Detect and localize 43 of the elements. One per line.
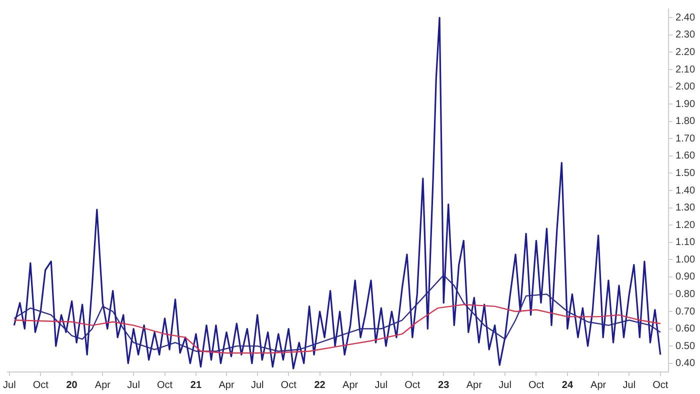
x-tick-label: Jul (374, 380, 388, 391)
x-tick-label: Oct (404, 380, 420, 391)
x-tick-label: Oct (652, 380, 668, 391)
y-tick-label: 1.40 (676, 185, 696, 196)
y-tick-label: 1.20 (676, 220, 696, 231)
x-tick-label: 23 (438, 380, 450, 391)
y-tick-label: 2.00 (676, 82, 696, 93)
x-tick-label: Apr (342, 380, 359, 391)
y-tick-label: 1.30 (676, 202, 696, 214)
y-tick-label: 1.10 (676, 237, 696, 248)
y-tick-label: 0.40 (676, 358, 696, 370)
y-tick-label: 1.70 (676, 133, 696, 144)
x-tick-label: Oct (280, 380, 297, 391)
y-tick-label: 2.20 (676, 46, 696, 58)
y-tick-label: 1.60 (676, 150, 696, 162)
y-tick-label: 1.00 (676, 254, 696, 266)
x-tick-label: Apr (590, 380, 607, 391)
x-tick-label: 20 (66, 380, 78, 391)
y-tick-label: 1.80 (676, 116, 696, 128)
y-tick-label: 0.60 (676, 324, 696, 335)
x-tick-label: Apr (218, 380, 235, 391)
x-tick-label: Jul (127, 380, 140, 391)
x-tick-label: 24 (562, 380, 574, 391)
y-tick-label: 2.10 (676, 64, 696, 76)
y-tick-label: 0.90 (676, 272, 696, 283)
x-tick-label: Jul (622, 380, 636, 391)
x-tick-label: Jul (498, 380, 512, 391)
y-tick-label: 2.40 (676, 12, 696, 24)
x-tick-label: Apr (466, 380, 483, 391)
x-tick-label: Apr (94, 380, 112, 391)
y-tick-label: 0.70 (676, 306, 696, 318)
x-tick-label: Oct (156, 380, 173, 391)
x-tick-label: 22 (314, 380, 326, 391)
y-tick-label: 1.50 (676, 168, 696, 179)
x-tick-label: Oct (528, 380, 544, 391)
y-tick-label: 0.50 (676, 340, 696, 352)
y-tick-label: 1.90 (676, 98, 696, 110)
x-tick-label: 21 (190, 380, 202, 391)
x-tick-label: Jul (250, 380, 264, 391)
y-tick-label: 2.30 (676, 30, 696, 41)
x-tick-label: Oct (32, 380, 49, 391)
x-tick-label: Jul (2, 380, 16, 391)
y-tick-label: 0.80 (676, 288, 696, 300)
